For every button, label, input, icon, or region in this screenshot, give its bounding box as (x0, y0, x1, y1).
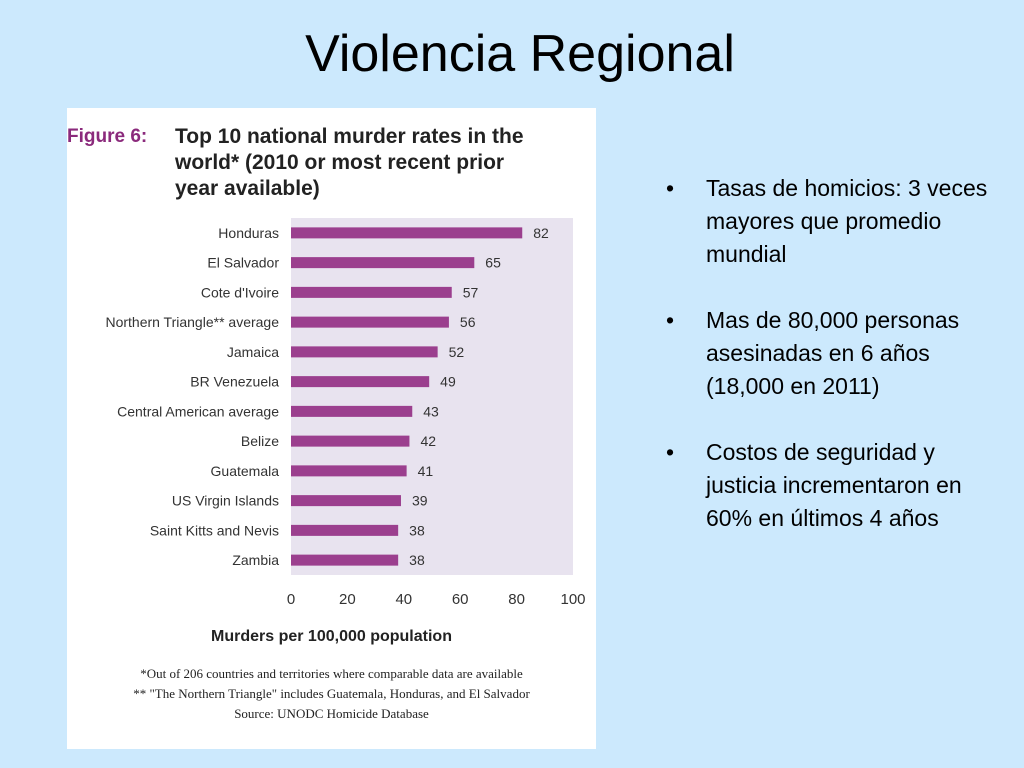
category-label: Zambia (232, 552, 279, 568)
bar (291, 376, 430, 388)
figure-label: Figure 6: (67, 126, 148, 147)
data-label: 43 (423, 403, 439, 419)
category-label: Cote d'Ivoire (201, 284, 279, 300)
bar (291, 316, 449, 328)
bullet-text: Costos de seguridad y justicia increment… (706, 439, 962, 531)
category-label: US Virgin Islands (172, 493, 279, 509)
category-label: Jamaica (227, 344, 279, 360)
plot-area (291, 218, 573, 575)
bar (291, 495, 401, 507)
bullet-icon: • (666, 307, 675, 333)
bullet-list: • Tasas de homicios: 3 veces mayores que… (660, 172, 1005, 568)
slide-title: Violencia Regional (305, 25, 735, 83)
x-tick-label: 100 (560, 591, 585, 608)
bullet-text: Mas de 80,000 personas asesinadas en 6 a… (706, 307, 960, 399)
category-label: Guatemala (211, 463, 280, 479)
data-label: 52 (449, 344, 465, 360)
data-label: 57 (463, 284, 479, 300)
category-label: Belize (241, 433, 279, 449)
bullet-icon: • (666, 439, 675, 465)
category-label: Honduras (218, 225, 279, 241)
chart-title-line: world* (2010 or most recent prior (175, 151, 505, 174)
data-label: 65 (485, 255, 501, 271)
bar (291, 257, 475, 269)
bullet-item: • Tasas de homicios: 3 veces mayores que… (660, 172, 1005, 271)
bar (291, 435, 410, 447)
chart-title-line: year available) (175, 177, 320, 200)
bullet-icon: • (666, 175, 675, 201)
category-label: Central American average (117, 403, 279, 419)
data-label: 42 (420, 433, 436, 449)
category-label: Northern Triangle** average (105, 314, 279, 330)
data-label: 39 (412, 493, 428, 509)
data-label: 56 (460, 314, 476, 330)
bullet-text: Tasas de homicios: 3 veces mayores que p… (706, 175, 988, 267)
bar (291, 554, 399, 566)
bar (291, 465, 407, 477)
data-label: 38 (409, 552, 425, 568)
figure-notes: *Out of 206 countries and territories wh… (67, 664, 596, 724)
category-label: El Salvador (207, 255, 279, 271)
bullet-item: • Costos de seguridad y justicia increme… (660, 436, 1005, 535)
bullet-item: • Mas de 80,000 personas asesinadas en 6… (660, 304, 1005, 403)
figure-panel: Figure 6: Top 10 national murder rates i… (67, 108, 596, 749)
x-tick-label: 80 (508, 591, 525, 608)
data-label: 38 (409, 522, 425, 538)
x-tick-label: 40 (395, 591, 412, 608)
x-axis-label: Murders per 100,000 population (211, 628, 452, 645)
footnote: ** "The Northern Triangle" includes Guat… (133, 686, 530, 701)
x-tick-label: 20 (339, 591, 356, 608)
category-label: Saint Kitts and Nevis (150, 522, 279, 538)
bar (291, 346, 438, 358)
data-label: 82 (533, 225, 549, 241)
chart-title-line: Top 10 national murder rates in the (175, 125, 524, 148)
bar (291, 227, 523, 239)
source-note: Source: UNODC Homicide Database (234, 706, 429, 721)
data-label: 49 (440, 374, 456, 390)
bar (291, 524, 399, 536)
data-label: 41 (418, 463, 434, 479)
bar (291, 286, 452, 298)
category-label: BR Venezuela (190, 374, 279, 390)
x-tick-label: 60 (452, 591, 469, 608)
bar (291, 405, 413, 417)
chart-title: Top 10 national murder rates in the worl… (175, 124, 585, 202)
bar-chart: Honduras 82 El Salvador 65 Cote d'Ivoire 57 No… (105, 218, 586, 608)
x-tick-label: 0 (287, 591, 295, 608)
footnote: *Out of 206 countries and territories wh… (140, 666, 523, 681)
